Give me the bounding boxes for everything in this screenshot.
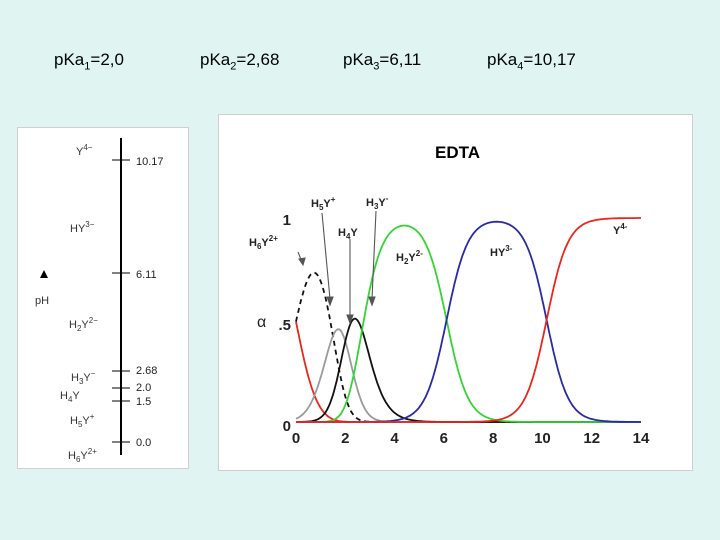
ladder-species-h6y: H6Y2+ [68, 447, 97, 464]
ladder-tick-label-20: 2.0 [136, 382, 151, 394]
arrow-h5y-line [321, 212, 331, 300]
series-line-h2y2 [296, 224, 641, 423]
series-line-h3y [296, 317, 641, 423]
pka3-label: pKa3=6,11 [343, 50, 422, 73]
x-tick-label: 4 [390, 430, 399, 447]
series-label-y4minus: Y4- [613, 222, 628, 237]
ladder-tick-label-1017: 10.17 [136, 156, 164, 168]
arrow-h4y-head-icon [346, 314, 354, 325]
x-tick-label: 8 [489, 430, 497, 447]
ph-arrow-up-icon [40, 270, 48, 278]
y-axis-label: α [257, 314, 266, 331]
series-line-hy3 [296, 220, 641, 423]
series-line-h4y [295, 328, 641, 423]
y-tick-label-1: 1 [283, 212, 291, 229]
pka4-label: pKa4=10,17 [487, 50, 576, 73]
ladder-species-y4: Y4− [76, 143, 93, 158]
series-label-hy3minus: HY3- [490, 244, 513, 259]
ladder-axis-label: pH [35, 295, 49, 307]
ladder-species-h4y: H4Y [60, 390, 80, 404]
ph-ladder-svg: 10.17 6.11 2.68 2.0 1.5 0.0 Y4− HY3− H2Y… [35, 138, 164, 464]
series-label-h4y: H4Y [338, 227, 358, 241]
ladder-tick-label-268: 2.68 [136, 365, 157, 377]
series-label-h6y2plus: H6Y2+ [249, 234, 278, 251]
pka1-label: pKa1=2,0 [54, 50, 124, 73]
ladder-species-h3y: H3Y− [71, 369, 96, 386]
arrow-h3y-line [371, 210, 377, 300]
ladder-species-h5y: H5Y+ [70, 412, 95, 429]
pka2-label: pKa2=2,68 [200, 50, 280, 73]
x-tick-label: 10 [534, 430, 551, 447]
ladder-tick-label-611: 6.11 [136, 269, 157, 281]
series-line-h6y2 [295, 321, 641, 423]
series-label-h5yplus: H5Y+ [311, 195, 336, 212]
ladder-tick-label-00: 0.0 [136, 437, 151, 449]
x-tick-label: 12 [583, 430, 600, 447]
y-tick-label-0: 0 [283, 418, 291, 435]
chart-title: EDTA [435, 143, 480, 162]
ladder-tick-label-15: 1.5 [136, 396, 151, 408]
ph-ladder-panel: 10.17 6.11 2.68 2.0 1.5 0.0 Y4− HY3− H2Y… [17, 127, 189, 469]
arrow-h3y-head-icon [368, 296, 376, 307]
series-label-h3yminus: H3Y- [366, 194, 389, 211]
series-line-y4 [296, 217, 641, 423]
x-tick-label: 6 [440, 430, 448, 447]
ladder-species-hy3: HY3− [70, 220, 95, 235]
x-tick-label: 14 [633, 430, 650, 447]
arrow-h5y-head-icon [326, 296, 334, 307]
x-tick-label: 0 [292, 430, 300, 447]
x-tick-label: 2 [341, 430, 349, 447]
ladder-species-h2y2: H2Y2− [69, 316, 98, 333]
edta-chart-svg: EDTA 0 .5 1 α 0 2 4 6 8 10 12 14 H6Y2+ H5Y+ H4Y… [249, 143, 650, 447]
y-tick-label-05: .5 [278, 317, 291, 334]
series-label-h2y2minus: H2Y2- [396, 249, 423, 266]
edta-chart-panel: EDTA 0 .5 1 α 0 2 4 6 8 10 12 14 H6Y2+ H5Y+ H4Y… [218, 114, 693, 471]
arrow-h6y-head-icon [298, 257, 306, 267]
